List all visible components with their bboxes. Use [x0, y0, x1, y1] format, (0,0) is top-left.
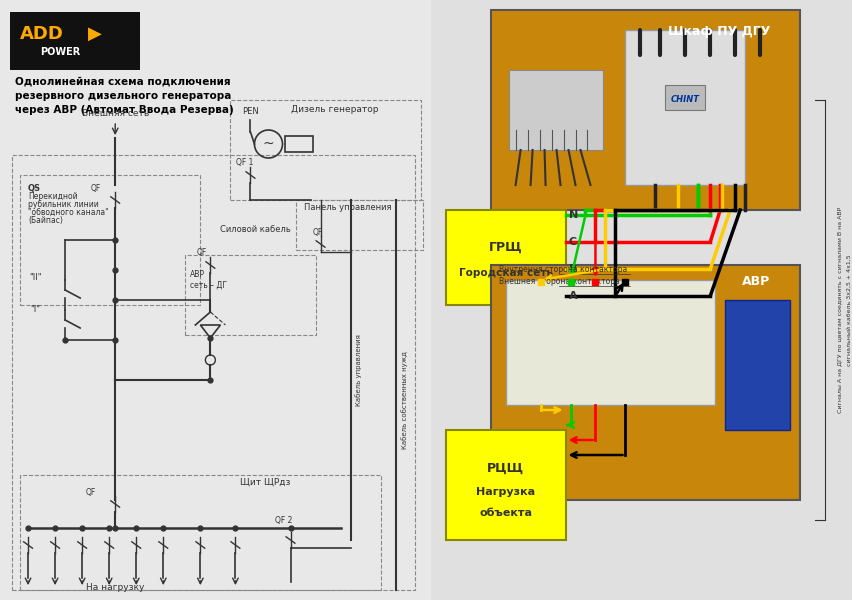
Text: C: C: [567, 237, 576, 247]
Bar: [10, 12, 140, 70]
Text: Кабель управления: Кабель управления: [355, 334, 362, 406]
Bar: [625, 30, 745, 185]
Text: Панель управления: Панель управления: [303, 202, 390, 211]
Bar: [508, 70, 602, 150]
Text: АВР: АВР: [741, 275, 769, 288]
Text: сигнальный кабель 3х2,5 + 4х1,5: сигнальный кабель 3х2,5 + 4х1,5: [845, 254, 850, 366]
Text: Городская сеть: Городская сеть: [458, 268, 552, 278]
Text: ~: ~: [262, 137, 274, 151]
Text: Щит ЩРдз: Щит ЩРдз: [240, 478, 291, 487]
Text: РЦЩ: РЦЩ: [486, 461, 524, 475]
Bar: [490, 265, 799, 500]
Text: Шкаф ПУ ДГУ: Шкаф ПУ ДГУ: [667, 25, 769, 38]
Bar: [665, 85, 705, 110]
Text: На нагрузку: На нагрузку: [86, 583, 144, 592]
Bar: [446, 210, 565, 305]
Text: "обводного канала": "обводного канала": [28, 208, 108, 217]
Text: Сигналы А на ДГУ по цветам соединять с сигналами В на АВР: Сигналы А на ДГУ по цветам соединять с с…: [837, 207, 842, 413]
Text: QF 1: QF 1: [236, 158, 254, 167]
Bar: [20, 175, 200, 305]
Text: Перекидной: Перекидной: [28, 192, 78, 201]
Text: объекта: объекта: [479, 508, 532, 518]
Bar: [230, 100, 420, 200]
Bar: [295, 200, 423, 250]
Text: B: B: [567, 264, 576, 274]
Text: PEN: PEN: [242, 107, 258, 116]
Text: N: N: [567, 210, 577, 220]
Text: "I": "I": [30, 305, 40, 314]
Text: QS: QS: [28, 184, 41, 193]
Text: QF 2: QF 2: [275, 515, 292, 524]
Bar: [490, 10, 799, 210]
Text: QF: QF: [196, 247, 206, 257]
Bar: [20, 475, 380, 590]
Text: Внешняя сеть: Внешняя сеть: [82, 109, 148, 118]
Bar: [185, 255, 315, 335]
Text: A: A: [567, 291, 577, 301]
Text: QF: QF: [312, 229, 322, 238]
Bar: [505, 280, 715, 405]
Text: CHINT: CHINT: [670, 95, 699, 104]
Text: ▶: ▶: [88, 25, 102, 43]
Bar: [724, 300, 789, 430]
Text: Нагрузка: Нагрузка: [475, 487, 534, 497]
Text: Внутрення сторона контактора: Внутрення сторона контактора: [498, 265, 626, 275]
Text: ГРЩ: ГРЩ: [488, 241, 521, 253]
Text: резервного дизельного генератора: резервного дизельного генератора: [15, 91, 231, 101]
Text: через АВР (Автомат Ввода Резерва): через АВР (Автомат Ввода Резерва): [15, 105, 233, 115]
Text: рубильник линии: рубильник линии: [28, 200, 99, 209]
Bar: [12, 155, 414, 590]
Text: POWER: POWER: [40, 47, 80, 57]
Text: Дизель генератор: Дизель генератор: [291, 106, 377, 115]
Text: Силовой кабель: Силовой кабель: [220, 226, 291, 235]
Text: Кабель собственных нужд: Кабель собственных нужд: [400, 351, 407, 449]
Bar: [446, 430, 565, 540]
Text: ADD: ADD: [20, 25, 64, 43]
Bar: [285, 136, 312, 152]
Text: Однолинейная схема подключения: Однолинейная схема подключения: [15, 77, 230, 87]
Text: АВР
сеть – ДГ: АВР сеть – ДГ: [190, 270, 227, 289]
Text: QF: QF: [90, 184, 101, 193]
Text: (Байпас): (Байпас): [28, 216, 63, 225]
Text: QF: QF: [85, 488, 95, 497]
Text: "II": "II": [29, 274, 41, 283]
Text: Внешнея сторона контактора: Внешнея сторона контактора: [498, 277, 619, 286]
